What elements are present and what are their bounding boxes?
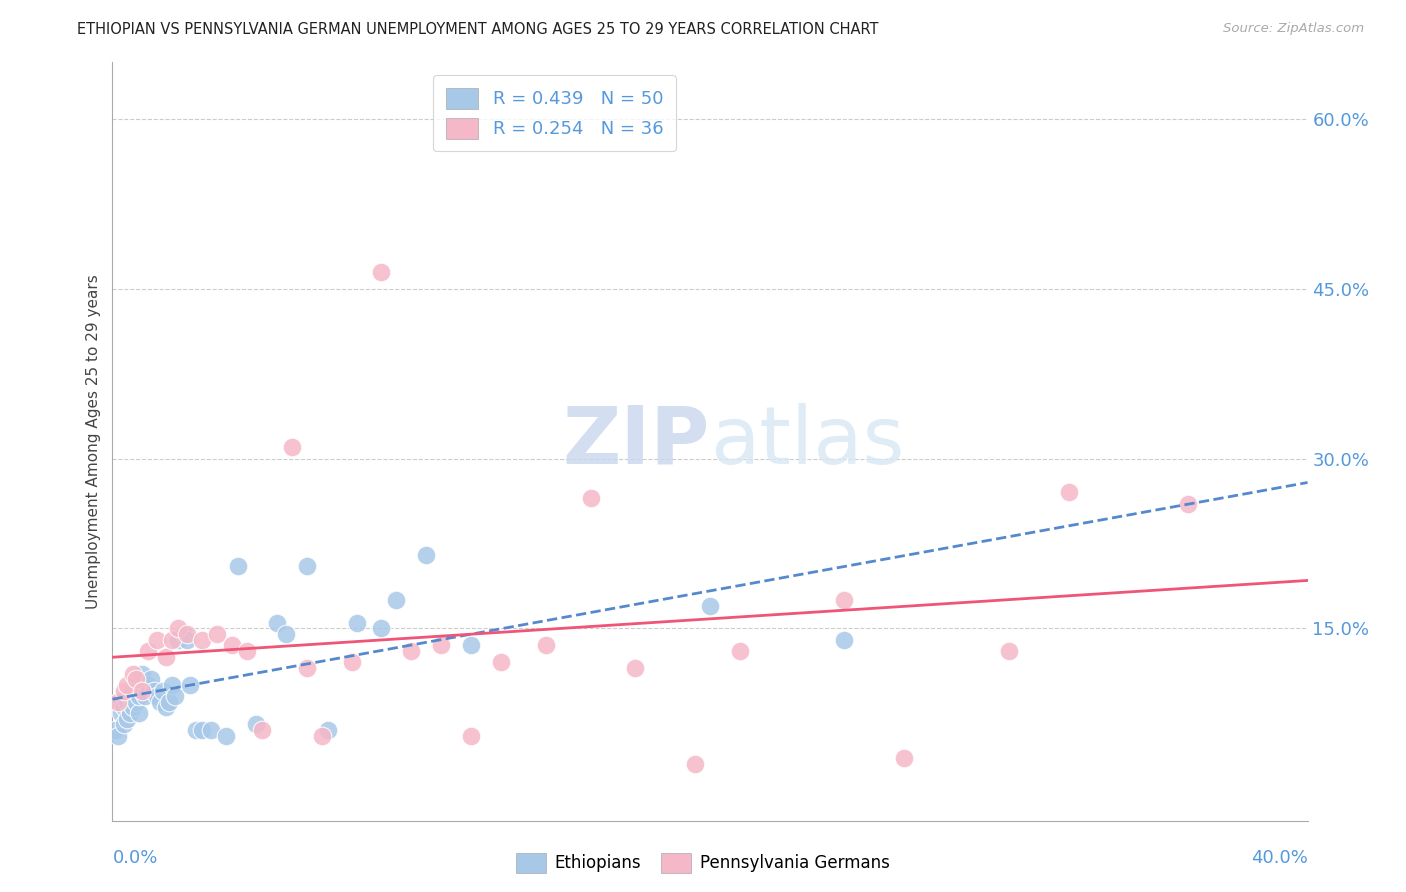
Point [191, 723, 214, 738]
Point [893, 751, 915, 765]
Point [834, 593, 856, 607]
Text: 40.0%: 40.0% [1251, 849, 1308, 867]
Point [104, 723, 127, 738]
Point [131, 683, 153, 698]
Legend: Ethiopians, Pennsylvania Germans: Ethiopians, Pennsylvania Germans [510, 847, 896, 880]
Point [179, 678, 201, 692]
Point [1177, 497, 1199, 511]
Point [143, 683, 166, 698]
Point [117, 678, 139, 692]
Point [114, 717, 135, 731]
Point [281, 440, 304, 454]
Point [370, 265, 392, 279]
Point [117, 712, 139, 726]
Point [401, 644, 423, 658]
Point [191, 632, 214, 647]
Point [534, 638, 557, 652]
Point [226, 559, 249, 574]
Point [683, 757, 706, 772]
Point [266, 615, 288, 630]
Point [165, 689, 187, 703]
Point [728, 644, 751, 658]
Point [236, 644, 259, 658]
Point [205, 627, 228, 641]
Point [110, 706, 132, 720]
Point [370, 621, 392, 635]
Point [176, 632, 198, 647]
Point [131, 683, 153, 698]
Point [415, 548, 437, 562]
Point [624, 661, 647, 675]
Point [122, 700, 145, 714]
Point [162, 678, 183, 692]
Text: ZIP: ZIP [562, 402, 710, 481]
Point [128, 689, 150, 703]
Text: ETHIOPIAN VS PENNSYLVANIA GERMAN UNEMPLOYMENT AMONG AGES 25 TO 29 YEARS CORRELAT: ETHIOPIAN VS PENNSYLVANIA GERMAN UNEMPLO… [77, 22, 879, 37]
Y-axis label: Unemployment Among Ages 25 to 29 years: Unemployment Among Ages 25 to 29 years [86, 274, 101, 609]
Point [157, 695, 180, 709]
Point [215, 729, 238, 743]
Point [146, 632, 169, 647]
Point [998, 644, 1021, 658]
Point [155, 649, 177, 664]
Point [149, 695, 172, 709]
Text: Source: ZipAtlas.com: Source: ZipAtlas.com [1223, 22, 1364, 36]
Point [834, 632, 856, 647]
Point [110, 695, 132, 709]
Text: 0.0%: 0.0% [112, 849, 157, 867]
Point [125, 695, 148, 709]
Point [167, 632, 190, 647]
Point [162, 632, 183, 647]
Point [274, 627, 297, 641]
Point [125, 672, 148, 686]
Point [1057, 485, 1080, 500]
Point [152, 683, 174, 698]
Point [186, 723, 208, 738]
Point [131, 666, 153, 681]
Point [489, 655, 512, 669]
Point [176, 627, 198, 641]
Point [155, 700, 177, 714]
Point [122, 666, 145, 681]
Point [114, 700, 135, 714]
Point [107, 729, 129, 743]
Point [138, 678, 160, 692]
Point [311, 729, 333, 743]
Point [295, 559, 318, 574]
Point [146, 689, 169, 703]
Point [128, 706, 150, 720]
Point [120, 706, 142, 720]
Point [134, 689, 156, 703]
Point [138, 644, 160, 658]
Point [114, 683, 135, 698]
Point [460, 638, 482, 652]
Point [346, 615, 368, 630]
Point [120, 689, 142, 703]
Point [250, 723, 273, 738]
Point [430, 638, 453, 652]
Point [699, 599, 721, 613]
Legend: R = 0.439   N = 50, R = 0.254   N = 36: R = 0.439 N = 50, R = 0.254 N = 36 [433, 75, 676, 152]
Point [122, 683, 145, 698]
Point [316, 723, 339, 738]
Point [141, 672, 163, 686]
Point [117, 695, 139, 709]
Point [200, 723, 222, 738]
Point [245, 717, 267, 731]
Point [385, 593, 408, 607]
Text: atlas: atlas [710, 402, 904, 481]
Point [295, 661, 318, 675]
Point [125, 678, 148, 692]
Point [221, 638, 243, 652]
Point [173, 627, 195, 641]
Point [107, 695, 129, 709]
Point [340, 655, 363, 669]
Point [167, 621, 190, 635]
Point [460, 729, 482, 743]
Point [579, 491, 602, 505]
